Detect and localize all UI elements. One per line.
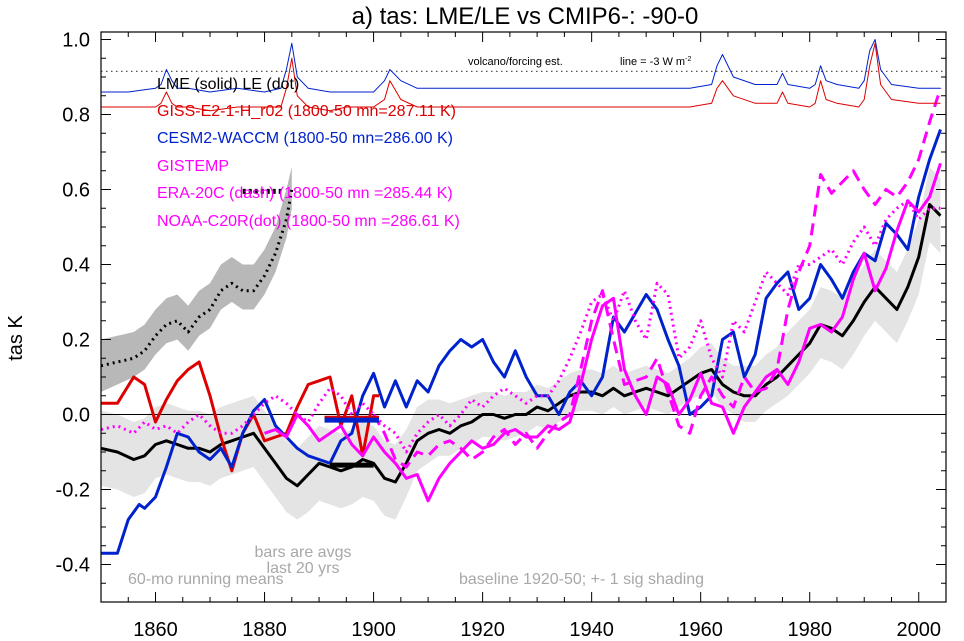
x-tick-label: 1940 [569,619,614,641]
y-tick-label: 0.8 [62,105,90,127]
spread-bands [101,167,941,520]
y-tick-label: -0.2 [56,480,90,502]
y-tick-label: 1.0 [62,30,90,52]
forcing-line-note-superscript: -2 [685,56,691,63]
average-bars [242,188,380,468]
forcing-line-note-text: line = -3 W m [620,56,685,68]
legend-giss: GISS-E2-1-H_r02 (1800-50 mn=287.11 K) [157,103,456,120]
forcing-lme-line [101,39,941,93]
legend: LME (solid) LE (dot) GISS-E2-1-H_r02 (180… [157,76,460,230]
legend-lme: LME (solid) LE (dot) [157,76,299,93]
bars-note-line-1: bars are avgs [255,544,352,561]
x-tick-label: 1920 [460,619,505,641]
gistemp-line [264,162,942,503]
x-tick-label: 1860 [133,619,178,641]
y-tick-label: 0.2 [62,330,90,352]
legend-cesm: CESM2-WACCM (1800-50 mn=286.00 K) [157,130,453,147]
reference-lines [101,70,946,415]
le-spread-band [101,167,292,392]
x-tick-label: 2000 [896,619,941,641]
data-series [101,39,942,555]
y-tick-label: 0.4 [62,255,90,277]
le-line [101,189,294,368]
annotations: volcano/forcing est. line = -3 W m-2 bar… [128,56,704,588]
y-tick-label: -0.4 [56,555,90,577]
plot-frame [100,31,947,603]
noaa-c20r-line [101,199,941,454]
x-tick-label: 1900 [351,619,396,641]
y-axis-label: tas K [5,315,27,361]
y-tick-label: 0.6 [62,180,90,202]
legend-gistemp: GISTEMP [157,158,229,175]
legend-era: ERA-20C (dash) (1800-50 mn =285.44 K) [157,185,453,202]
x-tick-label: 1880 [242,619,287,641]
era-20c-line [372,87,942,469]
x-tick-label: 1980 [787,619,832,641]
forcing-giss-line [101,42,941,112]
chart-title: a) tas: LME/LE vs CMIP6-: -90-0 [352,3,699,30]
forcing-line-note: line = -3 W m-2 [620,56,691,68]
cesm2-waccm-line [101,128,942,555]
volcano-forcing-note: volcano/forcing est. [468,56,563,68]
bars-note-line-2: last 20 yrs [267,560,340,577]
legend-noaa: NOAA-C20R(dot) (1800-50 mn =286.61 K) [157,213,460,230]
running-means-note: 60-mo running means [128,571,284,588]
y-tick-label: 0.0 [62,405,90,427]
x-tick-label: 1960 [678,619,723,641]
axes: 1860 1880 1900 1920 1940 1960 1980 2000 -0.4 -0.2… [56,30,947,641]
baseline-note: baseline 1920-50; +- 1 sig shading [459,571,704,588]
